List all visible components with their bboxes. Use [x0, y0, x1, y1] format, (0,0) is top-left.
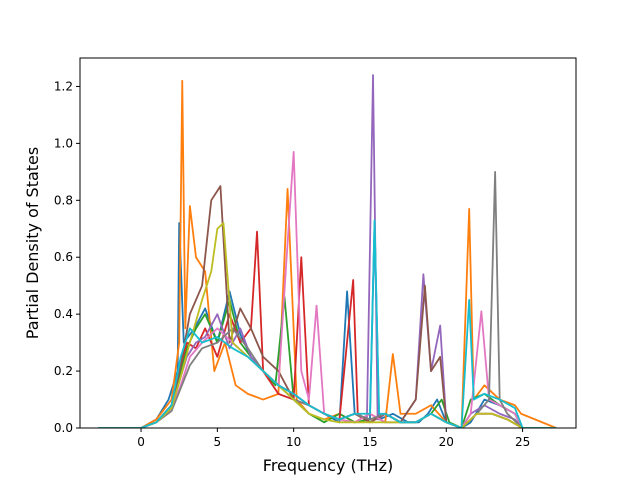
x-tick-label: 20 — [439, 435, 454, 449]
series-line-9 — [98, 222, 557, 428]
y-tick-label: 0.2 — [54, 364, 73, 378]
series-line-10 — [98, 219, 557, 428]
y-tick-label: 1.0 — [54, 136, 73, 150]
tick-layer: 0 5 10 15 20 25 0.0 0.2 0.4 0.6 0.8 1.0 1.2 — [54, 79, 530, 449]
x-tick-label: 0 — [137, 435, 145, 449]
y-tick-label: 1.2 — [54, 79, 73, 93]
x-axis-label: Frequency (THz) — [263, 456, 393, 475]
x-tick-label: 15 — [362, 435, 377, 449]
y-tick-label: 0.0 — [54, 421, 73, 435]
y-tick-label: 0.4 — [54, 307, 73, 321]
y-tick-label: 0.8 — [54, 193, 73, 207]
x-tick-label: 25 — [515, 435, 530, 449]
series-layer — [98, 74, 557, 428]
y-tick-label: 0.6 — [54, 250, 73, 264]
series-line-7 — [98, 151, 557, 428]
x-tick-label: 5 — [214, 435, 222, 449]
plot-frame — [79, 57, 577, 429]
y-axis-label: Partial Density of States — [23, 147, 42, 339]
x-tick-label: 10 — [286, 435, 301, 449]
